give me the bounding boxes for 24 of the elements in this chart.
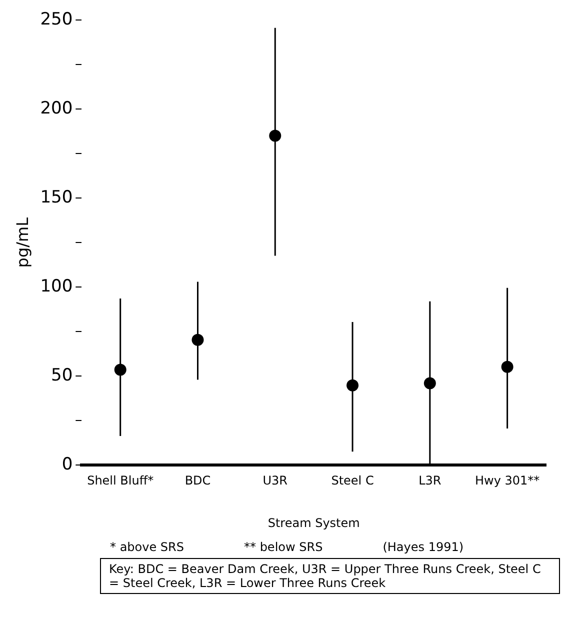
point xyxy=(501,360,514,373)
x-tick-label: BDC xyxy=(184,474,211,488)
y-tick-label: 0 xyxy=(62,454,73,475)
text: Key: BDC = Beaver Dam Creek, U3R = Upper Three Runs Creek, Steel C = Steel Creek, L3R = Lower Three Runs Creek xyxy=(100,558,560,594)
point xyxy=(114,364,126,376)
y-axis-title: pg/mL xyxy=(12,217,32,268)
y-tick-label: 200 xyxy=(40,98,73,118)
x-axis-title: Stream System xyxy=(268,516,360,530)
y-tick-label: 150 xyxy=(40,188,73,208)
text: ** below SRS xyxy=(244,540,323,554)
text: * above SRS xyxy=(110,540,184,554)
x-tick-label: U3R xyxy=(262,474,288,488)
x-tick-label: L3R xyxy=(418,474,442,488)
point xyxy=(424,377,436,390)
point xyxy=(346,379,359,392)
x-tick-label: Steel C xyxy=(331,474,374,488)
x-tick-label: Hwy 301** xyxy=(474,474,540,488)
text: (Hayes 1991) xyxy=(382,540,464,554)
point xyxy=(269,130,282,142)
y-tick-label: 100 xyxy=(40,276,73,297)
x-tick-label: Shell Bluff* xyxy=(87,474,154,488)
y-tick-label: 250 xyxy=(40,9,73,30)
y-tick-label: 50 xyxy=(51,366,73,386)
point xyxy=(192,334,204,346)
